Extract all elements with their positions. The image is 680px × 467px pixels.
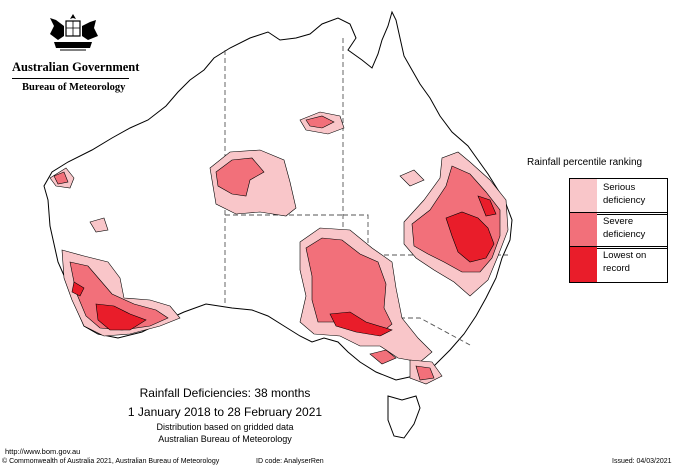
copyright-text: © Commonwealth of Australia 2021, Austra… [2, 458, 220, 465]
legend-swatch-lowest [570, 247, 597, 282]
government-name: Australian Government [12, 60, 140, 74]
tasmania-outline [387, 395, 421, 439]
map-note-source: Australian Bureau of Meteorology [158, 434, 292, 444]
legend-label-lowest: Lowest on record [603, 250, 647, 274]
legend-swatch-severe [570, 213, 597, 248]
legend-item-lowest: Lowest on record [569, 246, 668, 283]
legend-label-serious: Serious deficiency [603, 182, 646, 206]
issued-date-text: Issued: 04/03/2021 [612, 458, 672, 465]
government-branding: Australian Government Bureau of Meteorol… [12, 60, 140, 93]
lowest-on-record-areas [71, 195, 497, 337]
legend-item-severe: Severe deficiency [569, 212, 668, 249]
source-url: http://www.bom.gov.au [5, 447, 81, 456]
map-title: Rainfall Deficiencies: 38 months [139, 386, 311, 400]
bureau-name: Bureau of Meteorology [22, 82, 126, 93]
legend-item-serious: Serious deficiency [569, 178, 668, 215]
legend-label-severe: Severe deficiency [603, 216, 646, 240]
id-code-text: ID code: AnalyserRen [256, 458, 324, 465]
branding-divider [12, 78, 129, 79]
legend-title: Rainfall percentile ranking [527, 157, 643, 168]
legend-swatch-serious [570, 179, 597, 214]
map-note-data: Distribution based on gridded data [156, 422, 294, 432]
coat-of-arms-emblem [50, 14, 98, 51]
map-period: 1 January 2018 to 28 February 2021 [127, 405, 323, 419]
